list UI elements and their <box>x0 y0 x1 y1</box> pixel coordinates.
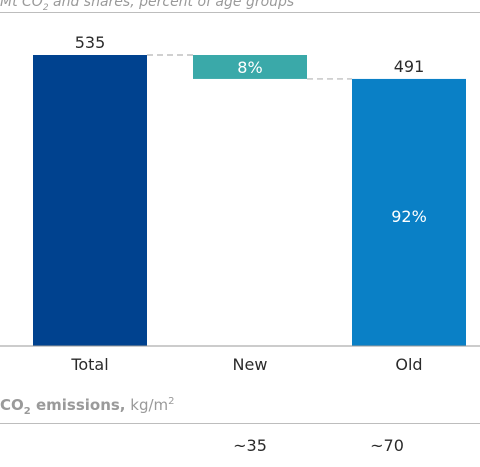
value-label-new: 8% <box>237 58 262 77</box>
emissions-title-sub: 2 <box>23 406 31 417</box>
inner-label-old: 92% <box>391 207 427 226</box>
emissions-value-new: ~35 <box>233 436 267 455</box>
value-label-total: 535 <box>75 33 106 52</box>
emissions-unit-sup: 2 <box>168 396 175 407</box>
subtitle-suffix: and shares, percent of age groups <box>48 0 295 10</box>
emissions-title: CO2 emissions, kg/m2 <box>0 396 175 417</box>
emissions-value-old: ~70 <box>370 436 404 455</box>
top-divider <box>0 12 480 13</box>
value-label-old: 491 <box>394 57 425 76</box>
bar-total <box>33 55 147 346</box>
emissions-divider <box>0 423 480 424</box>
category-label-new: New <box>233 355 268 374</box>
category-label-total: Total <box>70 355 108 374</box>
emissions-unit: kg/m <box>125 396 169 414</box>
category-label-old: Old <box>395 355 422 374</box>
emissions-title-prefix: CO <box>0 396 24 414</box>
waterfall-chart: 535 8% 491 92% Total New Old <box>0 33 480 374</box>
subtitle-sub: 2 <box>42 2 49 13</box>
bar-new <box>193 55 307 79</box>
chart-subtitle: Mt CO2 and shares, percent of age groups <box>0 0 294 13</box>
bar-old <box>352 78 466 346</box>
subtitle-prefix: Mt CO <box>0 0 43 10</box>
emissions-title-main: emissions, <box>30 396 126 414</box>
